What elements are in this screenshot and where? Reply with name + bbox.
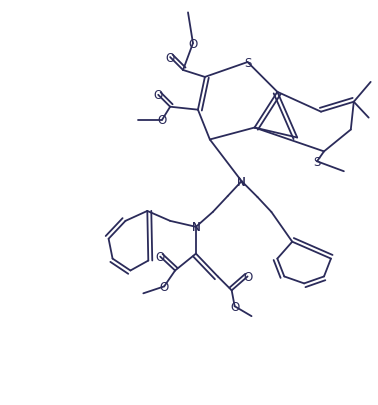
Text: N: N: [192, 221, 200, 234]
Text: O: O: [230, 300, 239, 313]
Text: O: O: [243, 270, 252, 283]
Text: O: O: [156, 250, 165, 263]
Text: O: O: [166, 51, 175, 64]
Text: O: O: [153, 89, 163, 102]
Text: N: N: [237, 175, 246, 188]
Text: O: O: [188, 38, 198, 51]
Text: S: S: [313, 156, 321, 168]
Text: O: O: [158, 114, 167, 127]
Text: O: O: [160, 280, 169, 293]
Text: S: S: [244, 56, 251, 69]
Text: N: N: [237, 175, 246, 188]
Text: N: N: [192, 221, 200, 234]
